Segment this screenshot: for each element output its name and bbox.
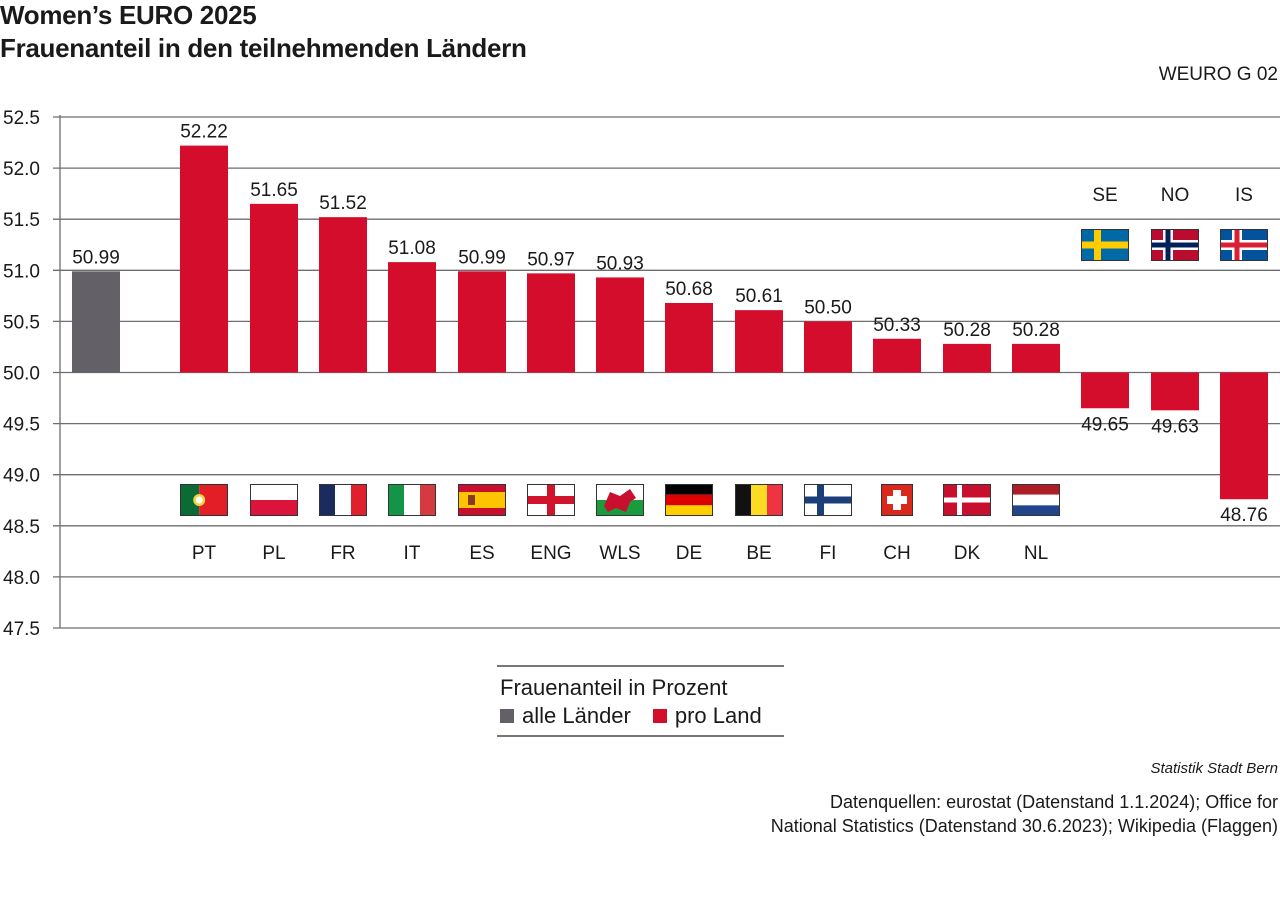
category-label: DE [676, 543, 702, 564]
sweden-flag-icon [1081, 229, 1129, 261]
poland-flag-icon [250, 484, 298, 516]
italy-flag-icon [388, 484, 436, 516]
value-label: 48.76 [1220, 505, 1268, 526]
category-label: ENG [530, 543, 571, 564]
value-label: 51.52 [319, 193, 367, 214]
y-tick-label: 50.5 [3, 312, 40, 333]
y-tick-label: 51.0 [3, 261, 40, 282]
bar-pt [180, 145, 228, 373]
bar-be [735, 310, 783, 373]
bar-fi [804, 321, 852, 373]
y-tick-label: 49.5 [3, 415, 40, 436]
bar-it [388, 262, 436, 373]
bar-ch [873, 338, 921, 373]
value-label: 50.99 [458, 247, 506, 268]
value-label: 52.22 [180, 122, 228, 143]
legend-label-country: pro Land [674, 703, 762, 728]
bar-wls [596, 277, 644, 373]
legend-item-all: alle Länder [500, 703, 631, 729]
category-label: ES [469, 543, 494, 564]
denmark-flag-icon [943, 484, 991, 516]
value-label: 50.99 [72, 247, 120, 268]
y-tick-label: 48.0 [3, 568, 40, 589]
legend-title: Frauenanteil in Prozent [500, 675, 728, 700]
sources: Datenquellen: eurostat (Datenstand 1.1.2… [771, 790, 1278, 838]
england-flag-icon [527, 484, 575, 516]
value-label: 50.50 [804, 297, 852, 318]
category-label: IS [1235, 185, 1253, 206]
y-tick-label: 47.5 [3, 619, 40, 640]
bar-fr [319, 217, 367, 373]
germany-flag-icon [665, 484, 713, 516]
belgium-flag-icon [735, 484, 783, 516]
category-label: CH [883, 543, 910, 564]
bar-eng [527, 273, 575, 373]
y-tick-label: 48.5 [3, 517, 40, 538]
bar-se [1081, 372, 1129, 409]
legend-swatch-country [652, 709, 667, 723]
category-label: IT [404, 543, 421, 564]
value-label: 50.33 [873, 315, 921, 336]
value-label: 50.68 [665, 279, 713, 300]
legend-item-country: pro Land [652, 703, 762, 729]
value-label: 51.65 [250, 180, 298, 201]
y-tick-label: 50.0 [3, 364, 40, 385]
category-label: PL [262, 543, 285, 564]
bar-pl [250, 203, 298, 373]
finland-flag-icon [804, 484, 852, 516]
portugal-flag-icon [180, 484, 228, 516]
bar-de [665, 303, 713, 373]
legend-label-all: alle Länder [522, 703, 631, 728]
category-label: WLS [599, 543, 640, 564]
value-label: 51.08 [388, 238, 436, 259]
value-label: 50.28 [943, 320, 991, 341]
legend: Frauenanteil in Prozent alle Länder pro … [497, 665, 784, 737]
bar-is [1220, 372, 1268, 500]
spain-flag-icon [458, 484, 506, 516]
category-label: DK [954, 543, 981, 564]
netherlands-flag-icon [1012, 484, 1060, 516]
category-label: BE [746, 543, 771, 564]
y-tick-label: 49.0 [3, 466, 40, 487]
sources-line-1: Datenquellen: eurostat (Datenstand 1.1.2… [830, 792, 1278, 812]
bar-chart: 52.5 52.0 51.5 51.0 50.5 50.0 49.5 49.0 48.5 48.0… [3, 108, 1280, 640]
value-label: 50.97 [527, 249, 575, 270]
chart-subtitle: Frauenanteil in den teilnehmenden Länder… [0, 33, 527, 63]
chart-title: Women’s EURO 2025 [0, 0, 257, 30]
value-label: 49.65 [1081, 414, 1129, 435]
bar-nl [1012, 343, 1060, 373]
category-label: FI [820, 543, 837, 564]
category-label: SE [1092, 185, 1117, 206]
switzerland-flag-icon [881, 484, 913, 516]
iceland-flag-icon [1220, 229, 1268, 261]
chart-code: WEURO G 02 [1158, 64, 1278, 85]
y-tick-label: 52.5 [3, 108, 40, 129]
category-label: NL [1024, 543, 1048, 564]
bar-es [458, 271, 506, 373]
y-tick-label: 51.5 [3, 210, 40, 231]
norway-flag-icon [1151, 229, 1199, 261]
bar-no [1151, 372, 1199, 411]
sources-line-2: National Statistics (Datenstand 30.6.202… [770, 816, 1278, 836]
value-label: 50.28 [1012, 320, 1060, 341]
category-label: PT [192, 543, 217, 564]
france-flag-icon [319, 484, 367, 516]
category-label: FR [330, 543, 355, 564]
category-label: NO [1161, 185, 1190, 206]
bar-dk [943, 343, 991, 373]
legend-swatch-all [500, 709, 514, 723]
value-label: 49.63 [1151, 416, 1199, 437]
bar-alle-länder [72, 271, 120, 373]
value-label: 50.61 [735, 286, 783, 307]
value-label: 50.93 [596, 253, 644, 274]
wales-flag-icon [596, 484, 644, 516]
y-tick-label: 52.0 [3, 159, 40, 180]
credit: Statistik Stadt Bern [1150, 760, 1278, 777]
